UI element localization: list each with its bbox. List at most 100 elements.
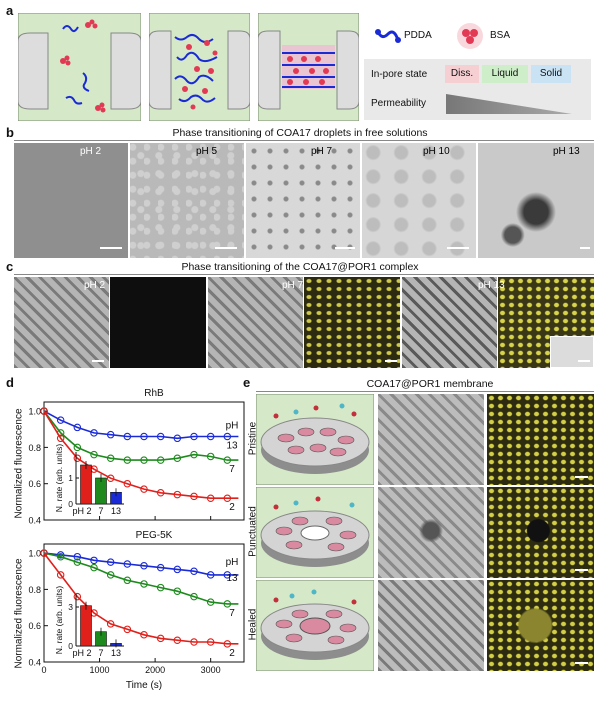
chart-title: PEG-5K	[136, 530, 173, 541]
inset-category-label: 13	[111, 506, 121, 516]
data-point	[140, 631, 148, 639]
micrograph-c-ph2-fl	[110, 277, 206, 368]
series-line-13	[43, 410, 239, 440]
data-point	[73, 552, 82, 561]
row-label-pristine: Pristine	[247, 421, 259, 456]
data-point	[156, 489, 165, 497]
data-point	[56, 434, 65, 443]
data-point	[223, 600, 232, 608]
inset-category-label: 13	[111, 648, 121, 658]
data-point	[40, 407, 48, 415]
data-point	[156, 563, 165, 572]
data-point	[156, 456, 165, 464]
y-tick-label: 0.8	[28, 443, 41, 453]
ph-label-c-2: pH 7	[282, 280, 304, 291]
data-point	[206, 571, 215, 579]
scale-bar	[575, 569, 588, 571]
data-point	[223, 456, 232, 464]
ph-header: pH	[226, 557, 239, 568]
data-point	[190, 432, 198, 441]
series-label: 7	[229, 464, 235, 475]
micrograph-c-ph2-bf	[14, 277, 109, 368]
data-point	[90, 429, 98, 437]
micrograph-b-ph5	[130, 143, 244, 258]
inset-y-label: N. rate (arb. units)	[54, 586, 64, 655]
data-point	[73, 423, 82, 432]
inset-tick-label: 3	[68, 602, 73, 612]
data-point	[156, 432, 165, 441]
row-label-healed: Healed	[247, 608, 259, 641]
series-label: 7	[229, 608, 235, 619]
micrograph-c-ph13-bf	[402, 277, 497, 368]
ph-label-b-4: pH 10	[423, 146, 450, 157]
micrograph-c-ph7-bf	[208, 277, 303, 368]
ph-label-b-5: pH 13	[553, 146, 580, 157]
series-line-7	[43, 552, 239, 605]
data-point	[140, 562, 148, 570]
data-point	[190, 567, 198, 575]
plot-frame	[43, 401, 245, 521]
data-point	[223, 432, 232, 441]
pore-schematic-liquid	[149, 13, 250, 121]
data-point	[156, 583, 165, 592]
y-tick-label: 0.4	[28, 516, 41, 526]
pore-schematic-solid	[258, 13, 359, 121]
bsa-legend-label: BSA	[490, 30, 511, 41]
series-line-2	[43, 552, 239, 645]
micrograph-e-pristine-bf	[378, 394, 484, 485]
data-point	[73, 443, 82, 452]
chart-title: RhB	[144, 388, 164, 399]
data-point	[106, 558, 115, 566]
ph-label-c-1: pH 2	[84, 280, 106, 291]
micrograph-b-ph13	[478, 143, 594, 258]
y-tick-label: 1.0	[28, 407, 41, 417]
data-point	[223, 571, 232, 579]
data-point	[173, 636, 182, 644]
micrograph-b-ph10	[362, 143, 476, 258]
series-label: 2	[229, 502, 235, 513]
data-point	[106, 620, 115, 628]
data-point	[140, 456, 148, 464]
data-point	[90, 563, 98, 572]
scale-bar	[335, 247, 355, 249]
data-point	[173, 490, 182, 499]
ph-header: pH	[226, 420, 239, 431]
data-point	[223, 640, 232, 648]
data-point	[190, 592, 198, 601]
state-diss: Diss.	[445, 65, 479, 83]
y-tick-label: 0.6	[28, 479, 41, 489]
data-point	[123, 479, 132, 488]
panel-e-rule	[256, 391, 594, 392]
scale-bar	[580, 247, 590, 249]
series-line-2	[43, 410, 239, 499]
scale-bar	[215, 247, 237, 249]
data-point	[206, 432, 215, 441]
x-tick-label: 0	[41, 665, 46, 675]
data-point	[123, 625, 132, 634]
data-point	[123, 576, 132, 585]
data-point	[190, 492, 198, 501]
inset-bar	[80, 464, 92, 505]
inset-category-label: pH 2	[72, 648, 91, 658]
panel-label-c: c	[6, 259, 14, 274]
inset-tick-label: 0	[68, 641, 73, 651]
panel-d-charts: RhB 1.0 0.8 0.6 0.4 13 7 2 pH 0 1 pH 2 7 13 N. rate (a…	[28, 388, 245, 691]
data-point	[206, 638, 215, 646]
data-point	[123, 456, 132, 464]
pdda-icon	[375, 29, 401, 43]
data-point	[123, 560, 132, 568]
micrograph-c-ph7-fl	[304, 277, 400, 368]
x-tick-label: 1000	[90, 665, 110, 675]
data-point	[173, 434, 182, 443]
scale-bar	[447, 247, 469, 249]
micrograph-e-pristine-fl	[487, 394, 594, 485]
micrograph-e-healed-fl	[487, 580, 594, 671]
panel-b-title: Phase transitioning of COA17 droplets in…	[172, 127, 428, 139]
data-point	[40, 549, 48, 557]
data-point	[73, 592, 82, 601]
scale-bar	[575, 662, 588, 664]
data-point	[106, 474, 115, 482]
pore-schematic-diss	[18, 13, 141, 121]
series-label: 13	[226, 440, 238, 451]
series-line-7	[43, 410, 239, 461]
